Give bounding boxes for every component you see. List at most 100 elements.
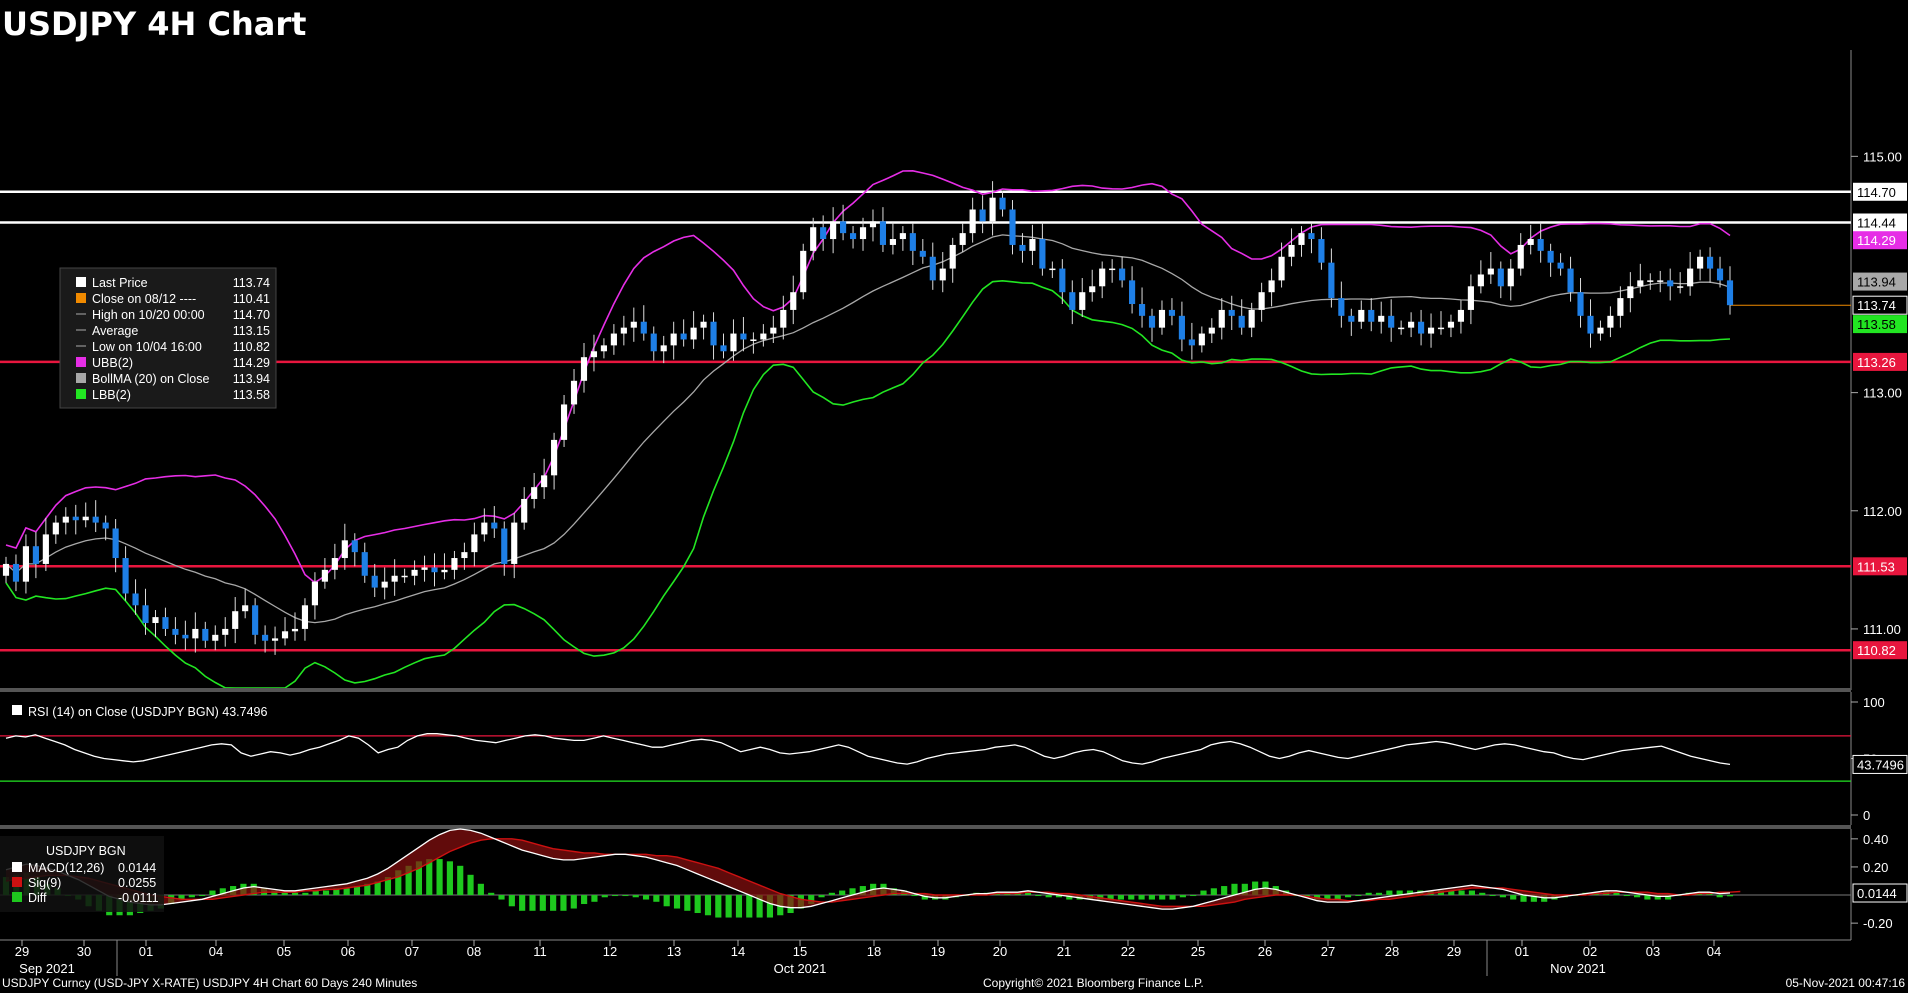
candle [600, 338, 607, 359]
candle-body [162, 617, 169, 629]
candle [949, 237, 956, 283]
candle [929, 242, 936, 290]
candle [1178, 301, 1185, 352]
legend-row: Low on 10/04 16:00 110.82 [76, 340, 270, 354]
macd-diff-bar [1324, 895, 1331, 900]
candle-body [252, 605, 259, 635]
lower-bollinger-line [5, 279, 1731, 689]
candle [889, 222, 896, 255]
candle-body [1079, 292, 1086, 310]
candle-body [1258, 292, 1265, 310]
macd-diff-bar [1159, 895, 1166, 900]
candle [840, 204, 847, 241]
candle-body [1009, 209, 1016, 245]
candle [1378, 301, 1385, 334]
candle [32, 532, 39, 579]
candle [1109, 259, 1116, 283]
macd-legend-title: USDJPY BGN [46, 844, 126, 858]
signal-line [5, 838, 1741, 907]
candle [570, 369, 578, 414]
candle-body [760, 333, 767, 340]
price-panel: 111.00 112.00 113.00 115.00 114.70 114.44 113… [0, 50, 1908, 690]
candle [1647, 273, 1654, 290]
rsi-tick-label: 100 [1863, 695, 1885, 710]
candle-body [989, 197, 996, 222]
candle [1089, 269, 1096, 302]
date-tick-label: 25 [1191, 944, 1205, 959]
candle [1298, 226, 1305, 257]
macd-diff-bar [384, 877, 392, 896]
macd-diff-bar [591, 895, 598, 902]
macd-diff-bar [1468, 890, 1475, 896]
macd-diff-bar [209, 890, 216, 896]
candle [1308, 223, 1315, 254]
candle-body [770, 327, 777, 334]
candle-body [341, 540, 348, 559]
candle-body [1667, 280, 1674, 287]
candle-body [92, 516, 99, 523]
candle [899, 226, 906, 251]
candle-body [321, 569, 328, 582]
macd-diff-bar [1179, 895, 1186, 898]
macd-diff-bar [457, 865, 464, 896]
date-tick-label: 06 [341, 944, 355, 959]
macd-diff-bar [1344, 895, 1352, 898]
candle-body [840, 221, 847, 234]
level-value-tag-bg [1853, 641, 1907, 660]
candle-body [451, 558, 458, 570]
candle [750, 332, 757, 354]
rsi-panel: 10050043.7496 RSI (14) on Close (USDJPY … [0, 692, 1908, 825]
candle-body [670, 333, 677, 346]
candle-body [1368, 309, 1375, 322]
macd-diff-bar [291, 892, 299, 896]
rsi-legend-label: RSI (14) on Close (USDJPY BGN) 43.7496 [28, 705, 268, 719]
panel-divider [0, 825, 1851, 829]
macd-diff-bar [642, 895, 650, 900]
candle-body [361, 552, 368, 576]
candle [361, 542, 368, 583]
candle-body [1278, 256, 1285, 281]
candle-body [949, 244, 956, 269]
legend-row: LBB(2) 113.58 [76, 388, 270, 402]
candle-body [1398, 327, 1405, 330]
candle-body [570, 380, 578, 405]
candle [152, 610, 159, 638]
candle-body [1378, 315, 1385, 322]
macd-diff-bar [911, 895, 918, 897]
indicator-value-tag-label: 113.58 [1857, 317, 1896, 332]
candle [1059, 259, 1066, 305]
candle-body [1697, 256, 1704, 269]
candle [1039, 222, 1046, 276]
level-value-tag: 111.53 [1853, 557, 1907, 576]
candle [1706, 247, 1714, 283]
macd-legend-value: 0.0255 [118, 876, 156, 890]
date-tick-label: 28 [1385, 944, 1399, 959]
indicator-value-tag-label: 113.94 [1857, 275, 1896, 290]
candle-body [969, 209, 976, 234]
candle [1677, 272, 1684, 294]
candle [102, 515, 109, 541]
level-value-tag: 114.44 [1853, 213, 1907, 232]
candle [541, 458, 548, 499]
candle [1408, 312, 1415, 338]
macd-diff-bar [178, 895, 185, 900]
candle [690, 311, 697, 349]
candle [212, 625, 219, 651]
candle-body [531, 487, 538, 499]
macd-diff-bar [519, 895, 526, 911]
macd-tick-label: -0.20 [1863, 916, 1893, 931]
date-tick-label: 11 [533, 944, 547, 959]
date-tick-label: 01 [139, 944, 153, 959]
macd-diff-bar [622, 895, 629, 897]
rsi-last-tag-bg [1852, 754, 1908, 774]
macd-diff-bar [446, 861, 453, 896]
macd-legend-swatch [12, 892, 22, 902]
candle-body [1497, 268, 1504, 287]
macd-diff-bar [1726, 895, 1734, 897]
macd-diff-bar [436, 859, 443, 896]
legend-label: LBB(2) [92, 388, 131, 402]
macd-diff-bar [1148, 895, 1155, 900]
candle-body [72, 516, 79, 521]
candle [1687, 252, 1694, 296]
